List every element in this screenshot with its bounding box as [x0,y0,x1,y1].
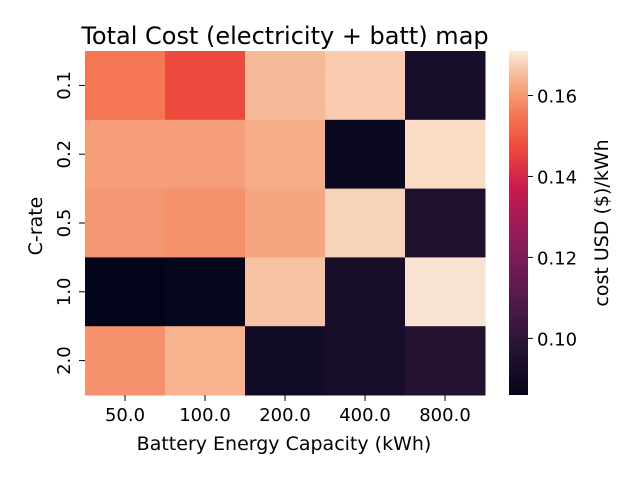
heatmap-cell [85,119,166,190]
y-axis-label: C-rate [25,197,47,256]
colorbar [509,51,528,395]
heatmap-cell [325,51,406,121]
colorbar-tick-label: 0.16 [537,87,577,108]
heatmap-cell [85,326,166,396]
x-axis-label: Battery Energy Capacity (kWh) [137,433,432,455]
heatmap-cell [85,257,166,327]
heatmap-cell [325,257,406,327]
colorbar-tick-label: 0.12 [537,248,577,269]
x-tick-label: 100.0 [179,405,231,426]
y-tick-label: 0.1 [54,71,75,100]
y-tick-label: 1.0 [54,277,75,306]
colorbar-tick-label: 0.14 [537,167,577,188]
heatmap-cell [245,326,326,396]
heatmap-cell [405,257,486,327]
heatmap-cell [85,188,166,258]
y-tick-label: 0.5 [54,209,75,238]
heatmap-cell [165,188,246,258]
heatmap-cell [85,51,166,121]
x-tick-labels: 50.0 100.0 200.0 400.0 800.0 [105,395,471,426]
heatmap-cell [405,51,486,121]
y-tick-label: 2.0 [54,346,75,375]
heatmap-cell [405,326,486,396]
colorbar-tick-label: 0.10 [537,329,577,350]
chart-title: Total Cost (electricity + batt) map [80,22,488,50]
heatmap-cell [245,51,326,121]
heatmap-cells [85,51,486,396]
y-tick-labels: 0.1 0.2 0.5 1.0 2.0 [54,71,85,375]
heatmap-cell [325,188,406,258]
x-tick-label: 200.0 [259,405,311,426]
heatmap-cell [165,326,246,396]
heatmap-cell [405,119,486,190]
heatmap-cell [245,188,326,258]
x-tick-label: 400.0 [339,405,391,426]
colorbar-ticks: 0.10 0.12 0.14 0.16 [528,87,577,350]
y-tick-label: 0.2 [54,140,75,169]
heatmap-cell [165,257,246,327]
heatmap-cell [165,51,246,121]
heatmap-cell [165,119,246,190]
heatmap-cell [405,188,486,258]
heatmap-cell [245,119,326,190]
heatmap-cell [325,326,406,396]
heatmap-cell [325,119,406,190]
heatmap-cell [245,257,326,327]
x-tick-label: 800.0 [419,405,471,426]
x-tick-label: 50.0 [105,405,145,426]
colorbar-label: cost USD ($)/kWh [591,139,613,306]
